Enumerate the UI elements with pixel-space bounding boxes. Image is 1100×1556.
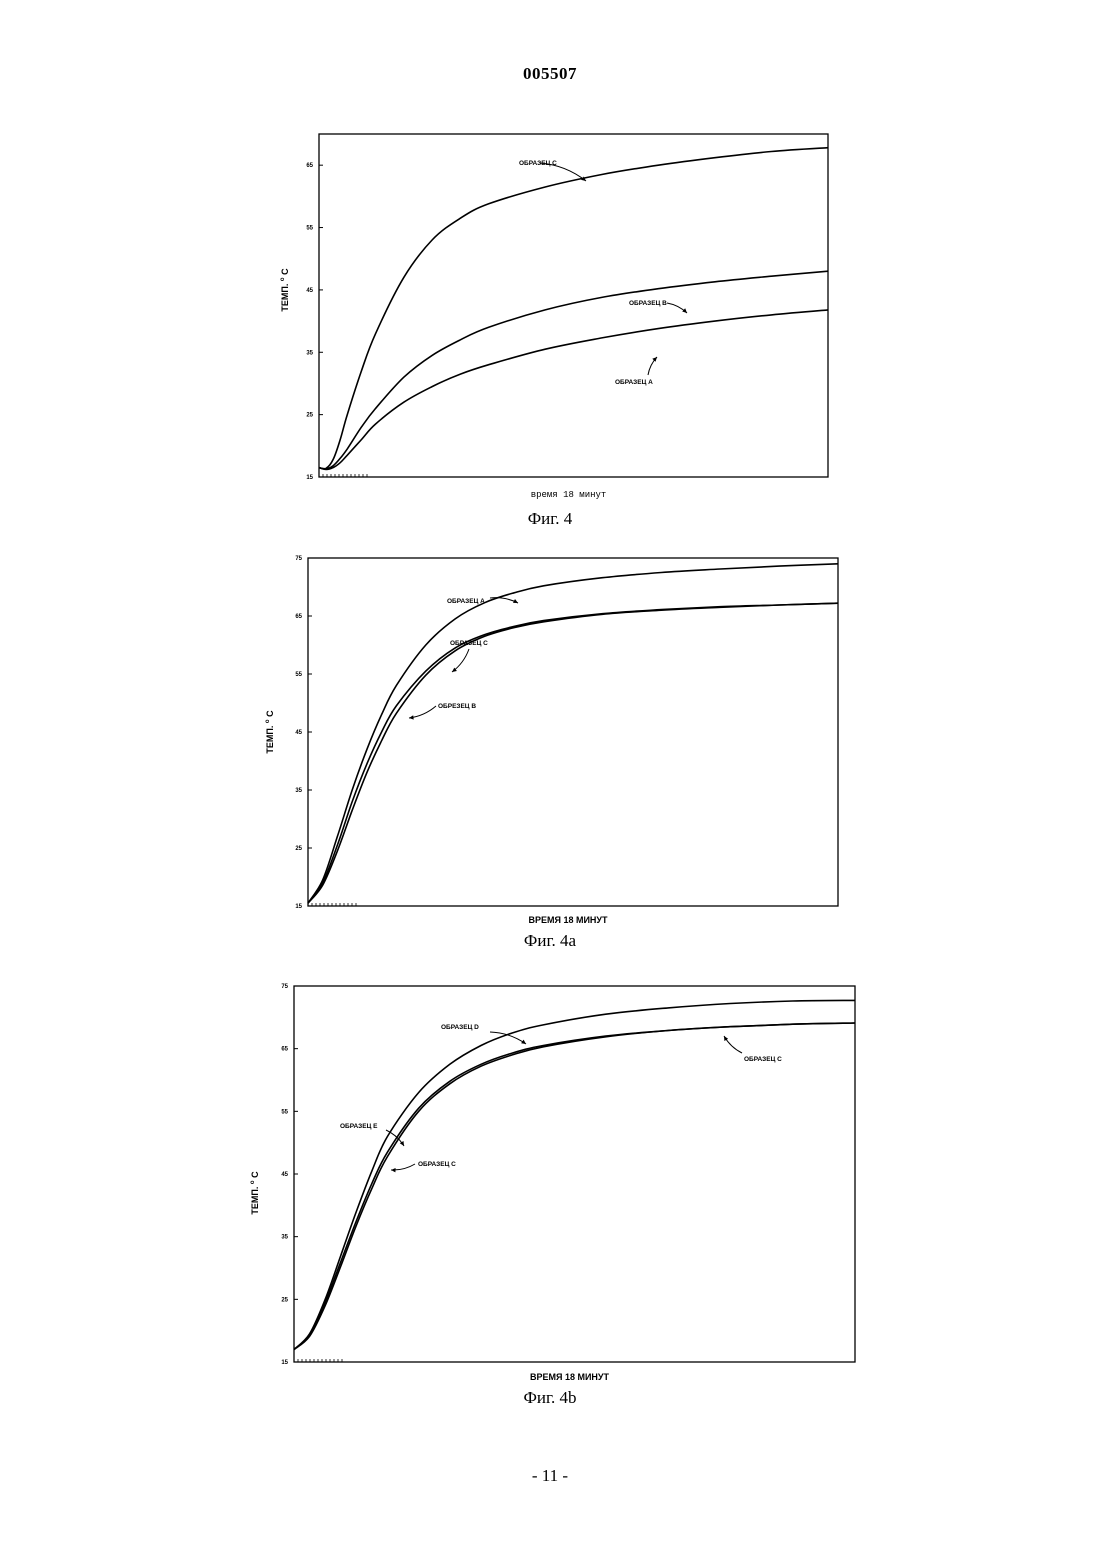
y-tick-label: 65: [281, 1047, 288, 1053]
series-line-3: [294, 1023, 855, 1350]
y-tick-label: 55: [281, 1109, 288, 1115]
y-axis-label: ТЕМП. o C: [250, 1171, 260, 1215]
y-tick-label: 45: [281, 1172, 288, 1178]
series-annotation: ОБРАЗЕЦ C: [418, 1161, 456, 1168]
series-annotation: ОБРАЗЕЦ C: [744, 1056, 782, 1063]
y-tick-label: 35: [281, 1235, 288, 1241]
x-axis-label: ВРЕМЯ 18 МИНУТ: [530, 1372, 610, 1382]
series-annotation: ОБРАЗЕЦ E: [340, 1123, 378, 1130]
y-tick-label: 75: [281, 984, 288, 990]
annotation-arrowhead: [391, 1168, 396, 1172]
series-annotation: ОБРАЗЕЦ D: [441, 1024, 479, 1031]
y-tick-label: 15: [281, 1360, 288, 1366]
figure-4b-caption: Фиг. 4b: [0, 1388, 1100, 1408]
annotation-arrowhead: [724, 1036, 728, 1041]
page-number: - 11 -: [0, 1466, 1100, 1486]
y-tick-label: 25: [281, 1297, 288, 1303]
series-line-2: [294, 1023, 855, 1350]
